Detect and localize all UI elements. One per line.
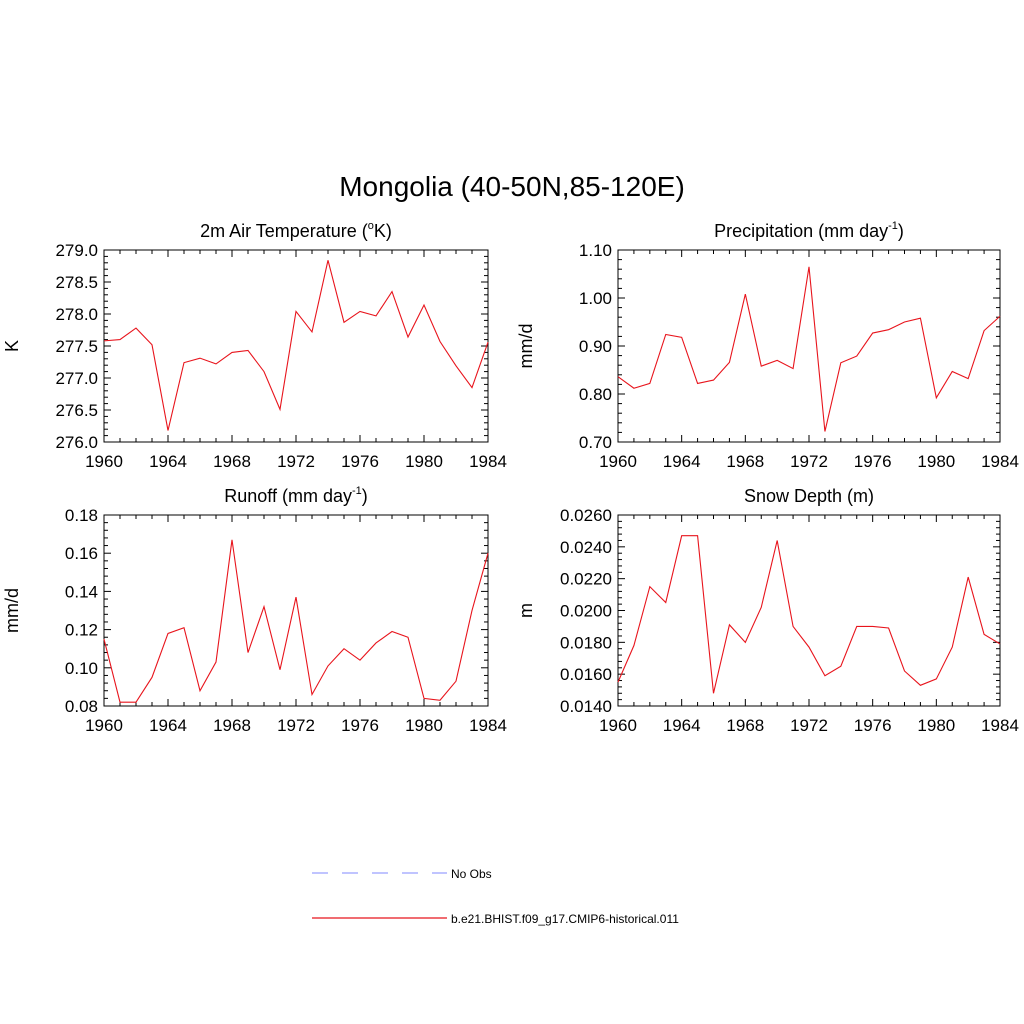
plot-frame — [103, 249, 489, 443]
x-tick-label: 1960 — [85, 716, 123, 735]
series-line — [617, 266, 1001, 432]
y-tick-label: 0.10 — [65, 659, 98, 678]
panel-3: Runoff (mm day-1) mm/d 1960 1964 1968 1972 197… — [2, 485, 507, 735]
y-tick-label: 0.0220 — [560, 570, 612, 589]
y-tick-label: 0.80 — [579, 385, 612, 404]
legend-label: No Obs — [451, 867, 492, 881]
y-tick-label: 0.12 — [65, 621, 98, 640]
y-tick-label: 0.18 — [65, 506, 98, 525]
x-tick-label: 1984 — [981, 452, 1019, 471]
x-tick-label: 1976 — [854, 452, 892, 471]
plot-frame — [103, 514, 489, 707]
panel-title-main: Runoff (mm day — [224, 486, 352, 506]
legend-label: b.e21.BHIST.f09_g17.CMIP6-historical.011 — [451, 912, 679, 926]
y-tick-label: 0.08 — [65, 697, 98, 716]
y-tick-label: 0.0160 — [560, 665, 612, 684]
series-line — [617, 535, 1001, 694]
panel-title: Snow Depth (m) — [744, 486, 874, 506]
x-tick-label: 1984 — [981, 716, 1019, 735]
panel-title-sup: o — [368, 220, 374, 232]
y-tick-label: 0.0240 — [560, 538, 612, 557]
x-tick-label: 1972 — [277, 452, 315, 471]
panels: 2m Air Temperature (oK) K 1960 1964 1968 1972… — [2, 220, 1019, 735]
x-tick-label: 1980 — [405, 452, 443, 471]
x-tick-label: 1980 — [917, 716, 955, 735]
y-tick-label: 0.16 — [65, 544, 98, 563]
x-tick-label: 1984 — [469, 716, 507, 735]
y-tick-label: 279.0 — [55, 241, 98, 260]
y-tick-label: 0.0180 — [560, 633, 612, 652]
x-tick-label: 1964 — [149, 716, 187, 735]
x-tick-label: 1960 — [85, 452, 123, 471]
panel-title: 2m Air Temperature (oK) — [200, 220, 392, 241]
x-tick-label: 1968 — [213, 452, 251, 471]
y-axis-label: mm/d — [516, 324, 536, 369]
legend: No Obs b.e21.BHIST.f09_g17.CMIP6-historic… — [312, 867, 679, 926]
y-tick-label: 1.00 — [579, 289, 612, 308]
panel-4: Snow Depth (m) m 1960 1964 1968 1972 1976 1980 1… — [516, 486, 1019, 735]
y-tick-label: 278.0 — [55, 305, 98, 324]
y-axis-label: mm/d — [2, 588, 22, 633]
panel-1: 2m Air Temperature (oK) K 1960 1964 1968 1972… — [2, 220, 507, 471]
panel-2: Precipitation (mm day-1) mm/d 1960 1964 1968… — [516, 220, 1019, 471]
x-tick-label: 1980 — [405, 716, 443, 735]
y-tick-label: 277.0 — [55, 369, 98, 388]
panel-title: Runoff (mm day-1) — [224, 485, 368, 506]
panel-title-main: Precipitation (mm day — [714, 221, 888, 241]
x-tick-label: 1960 — [599, 452, 637, 471]
x-tick-label: 1972 — [790, 452, 828, 471]
y-axis-label: m — [516, 603, 536, 618]
x-tick-label: 1976 — [341, 452, 379, 471]
plot-frame — [617, 514, 1001, 707]
y-tick-label: 278.5 — [55, 273, 98, 292]
y-tick-label: 0.14 — [65, 582, 98, 601]
plot-frame — [617, 249, 1001, 443]
x-tick-label: 1964 — [663, 716, 701, 735]
y-tick-label: 0.0200 — [560, 602, 612, 621]
x-tick-label: 1972 — [277, 716, 315, 735]
series-line — [103, 260, 489, 431]
y-tick-label: 0.90 — [579, 337, 612, 356]
y-tick-label: 0.0260 — [560, 506, 612, 525]
x-tick-label: 1968 — [213, 716, 251, 735]
panel-title-end: ) — [898, 221, 904, 241]
x-tick-label: 1984 — [469, 452, 507, 471]
panel-title: Precipitation (mm day-1) — [714, 220, 904, 241]
y-tick-label: 0.70 — [579, 433, 612, 452]
y-axis-label: K — [2, 340, 22, 352]
panel-title-main: 2m Air Temperature ( — [200, 221, 368, 241]
x-tick-label: 1980 — [917, 452, 955, 471]
y-tick-label: 0.0140 — [560, 697, 612, 716]
x-tick-label: 1968 — [726, 452, 764, 471]
panel-title-end: K) — [374, 221, 392, 241]
y-tick-label: 276.5 — [55, 401, 98, 420]
series-line — [103, 539, 489, 703]
x-tick-label: 1964 — [663, 452, 701, 471]
y-tick-label: 276.0 — [55, 433, 98, 452]
x-tick-label: 1964 — [149, 452, 187, 471]
x-tick-label: 1972 — [790, 716, 828, 735]
panel-title-end: ) — [362, 486, 368, 506]
panel-title-sup: -1 — [888, 220, 898, 232]
x-tick-label: 1960 — [599, 716, 637, 735]
y-tick-label: 1.10 — [579, 241, 612, 260]
main-title: Mongolia (40-50N,85-120E) — [339, 171, 685, 202]
x-tick-label: 1976 — [341, 716, 379, 735]
panel-title-sup: -1 — [352, 485, 362, 497]
y-tick-label: 277.5 — [55, 337, 98, 356]
x-tick-label: 1968 — [726, 716, 764, 735]
x-tick-label: 1976 — [854, 716, 892, 735]
